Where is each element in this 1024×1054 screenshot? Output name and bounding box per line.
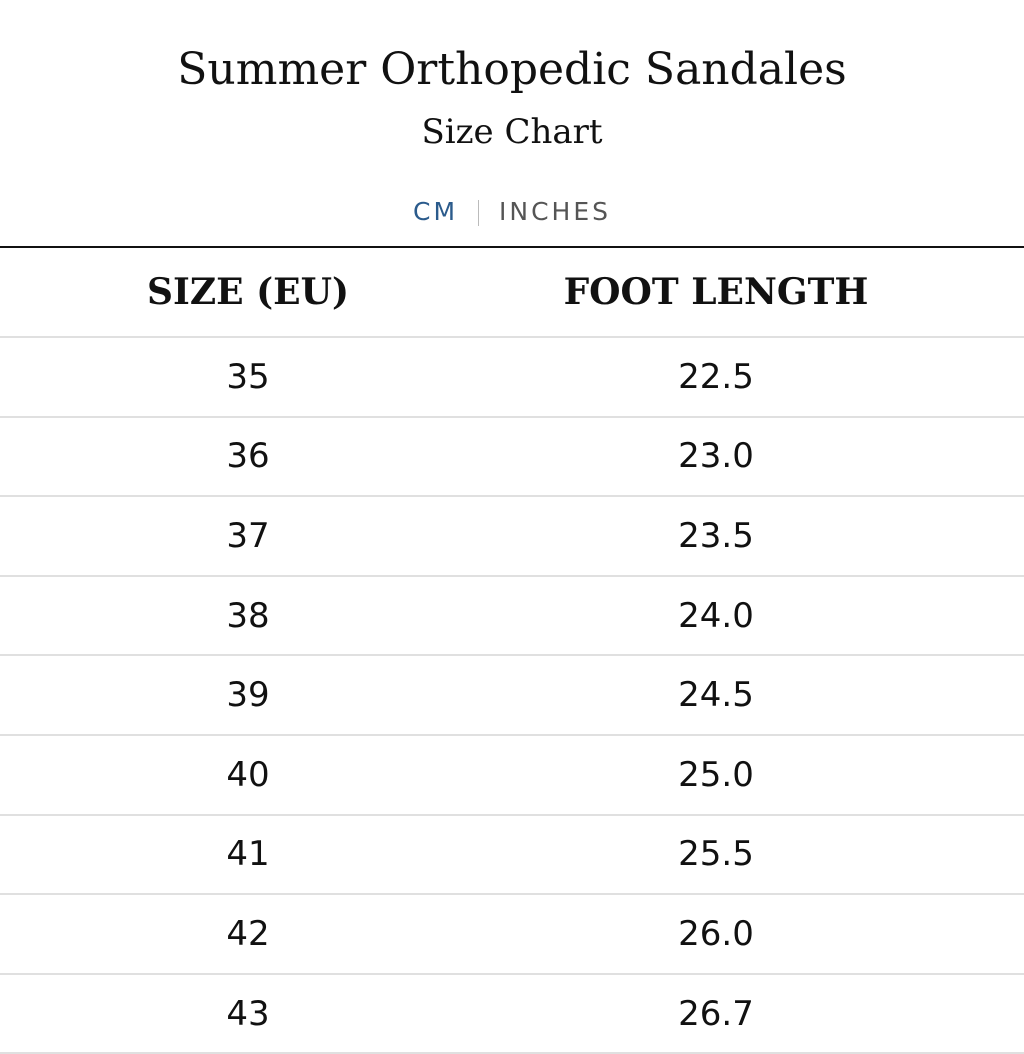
table-row: 40 25.0 [0,736,1024,816]
table-cell: 41 [226,834,270,875]
tab-inches[interactable]: INCHES [499,197,612,226]
table-cell: 25.0 [678,754,754,795]
table-cell: 23.5 [678,515,754,556]
table-cell: 36 [226,436,270,477]
table-cell: 40 [226,754,270,795]
table-header: SIZE (EU) FOOT LENGTH [0,246,1024,338]
table-row: 43 26.7 [0,975,1024,1054]
table-cell: 37 [226,515,270,556]
table-cell: 24.5 [678,675,754,716]
table-row: 36 23.0 [0,418,1024,498]
table-row: 39 24.5 [0,656,1024,736]
table-cell: 22.5 [678,356,754,397]
table-row: 35 22.5 [0,338,1024,418]
table-cell: 26.7 [678,993,754,1034]
subtitle: Size Chart [421,112,603,152]
table-cell: 42 [226,913,270,954]
table-cell: 35 [226,356,270,397]
page: Summer Orthopedic Sandales Size Chart CM… [0,44,1024,1054]
column-header: FOOT LENGTH [563,271,869,313]
table-cell: 43 [226,993,270,1034]
tab-cm[interactable]: CM [412,197,459,226]
table-cell: 25.5 [678,834,754,875]
table-row: 42 26.0 [0,895,1024,975]
column-header: SIZE (EU) [147,271,349,313]
tab-separator [478,200,480,226]
table-row: 37 23.5 [0,497,1024,577]
table-cell: 39 [226,675,270,716]
table-row: 41 25.5 [0,816,1024,896]
title: Summer Orthopedic Sandales [177,44,847,95]
table-cell: 26.0 [678,913,754,954]
size-table: SIZE (EU) FOOT LENGTH 35 22.5 36 23.0 37 23.5… [0,246,1024,1054]
unit-tabs: CM INCHES [0,194,1024,230]
table-cell: 23.0 [678,436,754,477]
table-cell: 24.0 [678,595,754,636]
table-row: 38 24.0 [0,577,1024,657]
table-cell: 38 [226,595,270,636]
